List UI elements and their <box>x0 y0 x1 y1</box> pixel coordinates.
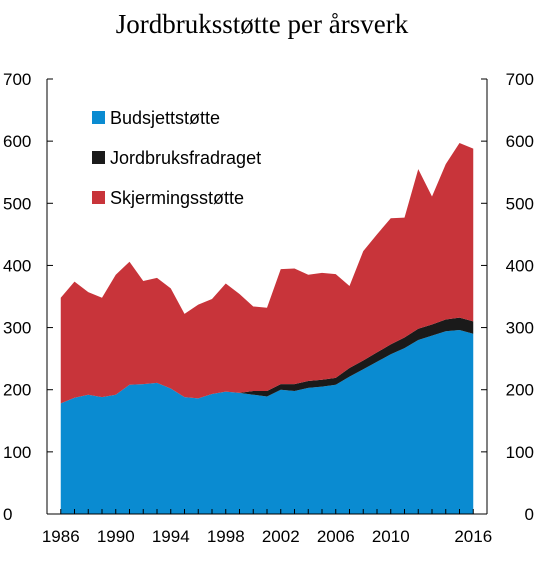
x-tick-label: 2016 <box>454 527 492 546</box>
area-series-0 <box>60 330 474 514</box>
y-tick-label-left: 100 <box>3 443 31 462</box>
x-tick-label: 2002 <box>262 527 300 546</box>
y-tick-label-left: 500 <box>3 194 31 213</box>
area-series-1 <box>60 317 474 404</box>
legend-label-1: Jordbruksfradraget <box>110 148 261 168</box>
y-tick-label-right: 500 <box>506 194 534 213</box>
legend-swatch-0 <box>92 111 105 124</box>
y-tick-label-right: 400 <box>506 256 534 275</box>
y-tick-label-right: 600 <box>506 132 534 151</box>
stacked-areas <box>60 143 474 514</box>
x-tick-label: 1986 <box>42 527 80 546</box>
chart-title: Jordbruksstøtte per årsverk <box>116 9 409 39</box>
y-tick-label-right: 200 <box>506 381 534 400</box>
y-tick-label-right: 300 <box>506 319 534 338</box>
x-tick-label: 1990 <box>97 527 135 546</box>
y-tick-label-right: 0 <box>525 505 534 524</box>
legend-swatch-1 <box>92 151 105 164</box>
x-tick-label: 2006 <box>317 527 355 546</box>
legend-label-0: Budsjettstøtte <box>110 108 220 128</box>
y-tick-label-left: 300 <box>3 319 31 338</box>
x-tick-label: 1994 <box>152 527 190 546</box>
y-tick-label-left: 200 <box>3 381 31 400</box>
legend: Budsjettstøtte Jordbruksfradraget Skjermin… <box>92 108 261 208</box>
legend-swatch-2 <box>92 191 105 204</box>
x-tick-label: 1998 <box>207 527 245 546</box>
x-tick-label: 2010 <box>372 527 410 546</box>
y-tick-label-right: 100 <box>506 443 534 462</box>
y-tick-label-left: 400 <box>3 256 31 275</box>
y-tick-label-right: 700 <box>506 70 534 89</box>
legend-label-2: Skjermingsstøtte <box>110 188 244 208</box>
area-series-2 <box>60 143 474 404</box>
axes: 0 0 100 100 200 200 300 300 400 400 500 500 600 600 70… <box>3 70 534 546</box>
y-tick-label-left: 600 <box>3 132 31 151</box>
y-tick-label-left: 700 <box>3 70 31 89</box>
y-tick-label-left: 0 <box>3 505 12 524</box>
